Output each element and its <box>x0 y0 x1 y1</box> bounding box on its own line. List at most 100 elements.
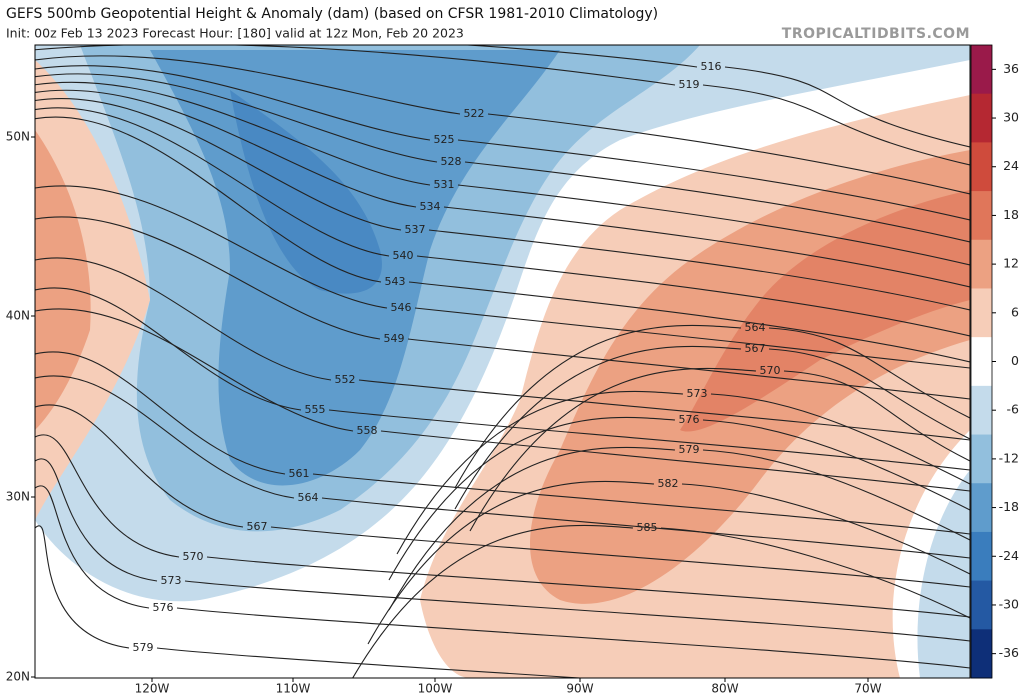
contour-label: 567 <box>745 342 766 355</box>
contour-line <box>35 81 970 266</box>
colorbar-bin <box>971 385 992 436</box>
contour-label: 564 <box>745 321 766 334</box>
contour-line <box>35 73 970 243</box>
anomaly-negative <box>917 470 970 678</box>
contour-label: 528 <box>441 155 462 168</box>
colorbar-label: 30 <box>1003 110 1019 125</box>
contour-line <box>35 404 970 588</box>
contour-line <box>35 375 970 559</box>
contour-line <box>454 324 970 489</box>
colorbar-label: -36 <box>999 645 1019 660</box>
contour-label: 543 <box>385 275 406 288</box>
colorbar-label: 24 <box>1003 158 1019 173</box>
contour-line <box>35 98 970 311</box>
contour-label: 573 <box>687 387 708 400</box>
colorbar-bin <box>971 239 992 289</box>
contour-line <box>35 45 970 166</box>
colorbar: 36 30 24 18 12 6 0 -6 -12 -18 -24 -30 -36 <box>970 44 1020 679</box>
lon-label: 100W <box>418 682 453 696</box>
colorbar-bin <box>971 191 992 241</box>
lon-label: 80W <box>711 682 738 696</box>
contour-label: 585 <box>637 521 658 534</box>
contour-line <box>388 416 970 581</box>
colorbar-label: 6 <box>1011 304 1019 319</box>
contour-label: 546 <box>391 301 412 314</box>
contours <box>35 45 970 678</box>
contour-label: 534 <box>420 200 441 213</box>
contour-label: 573 <box>161 574 182 587</box>
contour-label: 540 <box>393 249 414 262</box>
lon-label: 90W <box>566 682 593 696</box>
contour-line <box>454 345 970 510</box>
contour-label: 576 <box>153 601 174 614</box>
contour-label: 549 <box>384 332 405 345</box>
source: TROPICALTIDBITS.COM <box>782 26 970 42</box>
contour-line <box>35 216 970 400</box>
colorbar-bin <box>971 434 992 484</box>
contour-line <box>35 434 970 618</box>
colorbar-bin <box>971 580 992 630</box>
contour-label: 531 <box>434 178 455 191</box>
contour-label: 519 <box>679 78 700 91</box>
contour-label: 564 <box>298 491 319 504</box>
lat-label: 20N <box>6 670 30 684</box>
colorbar-label: -30 <box>999 596 1019 611</box>
colorbar-bin <box>971 337 992 387</box>
colorbar-label: -6 <box>1007 402 1020 417</box>
contour-line <box>35 55 970 195</box>
contour-line <box>367 480 970 645</box>
lon-label: 120W <box>135 682 170 696</box>
contour-line <box>35 287 970 471</box>
contour-label: 567 <box>247 520 268 533</box>
title: GEFS 500mb Geopotential Height & Anomaly… <box>6 6 658 22</box>
colorbar-bin <box>971 629 992 679</box>
contour-line <box>459 45 970 148</box>
colorbar-label: 12 <box>1003 256 1019 271</box>
colorbar-bin <box>971 142 992 192</box>
contour-line <box>35 525 589 678</box>
lon-label: 70W <box>854 682 881 696</box>
contour-label: 558 <box>357 424 378 437</box>
contour-label: 570 <box>183 550 204 563</box>
contour-label: 525 <box>434 133 455 146</box>
contour-line <box>35 351 970 535</box>
map-frame <box>34 44 971 679</box>
contour-label: 579 <box>133 641 154 654</box>
colorbar-bin <box>971 483 992 533</box>
contour-label: 555 <box>305 403 326 416</box>
contour-line <box>35 185 970 369</box>
contour-label: 582 <box>658 477 679 490</box>
axes: 50N 40N 30N 20N 120W 110W 100W 90W 80W 70W <box>6 130 882 696</box>
lat-label: 30N <box>6 490 30 504</box>
contour-line <box>352 524 970 678</box>
colorbar-bin <box>971 93 992 143</box>
contour-line <box>35 107 970 337</box>
colorbar-label: 18 <box>1003 207 1019 222</box>
colorbar-label: -12 <box>999 450 1019 465</box>
contour-label: 516 <box>701 60 722 73</box>
contour-label: 522 <box>464 107 485 120</box>
contour-line <box>469 367 970 532</box>
contour-label: 570 <box>760 364 781 377</box>
lat-label: 50N <box>6 130 30 144</box>
colorbar-label: 0 <box>1011 353 1019 368</box>
contour-label: 576 <box>679 413 700 426</box>
contour-line <box>396 390 970 555</box>
contour-line <box>388 446 970 611</box>
lon-label: 110W <box>276 682 311 696</box>
colorbar-label: 36 <box>1003 61 1019 76</box>
contour-line <box>35 89 970 288</box>
contour-label: 561 <box>289 467 310 480</box>
contour-line <box>35 65 970 221</box>
lat-label: 40N <box>6 309 30 323</box>
contour-label: 579 <box>679 443 700 456</box>
contour-line <box>35 485 970 669</box>
contour-label: 552 <box>335 373 356 386</box>
colorbar-bin <box>971 45 992 95</box>
subtitle: Init: 00z Feb 13 2023 Forecast Hour: [18… <box>6 26 464 41</box>
anomaly-positive <box>35 60 150 520</box>
contour-line <box>35 257 970 441</box>
